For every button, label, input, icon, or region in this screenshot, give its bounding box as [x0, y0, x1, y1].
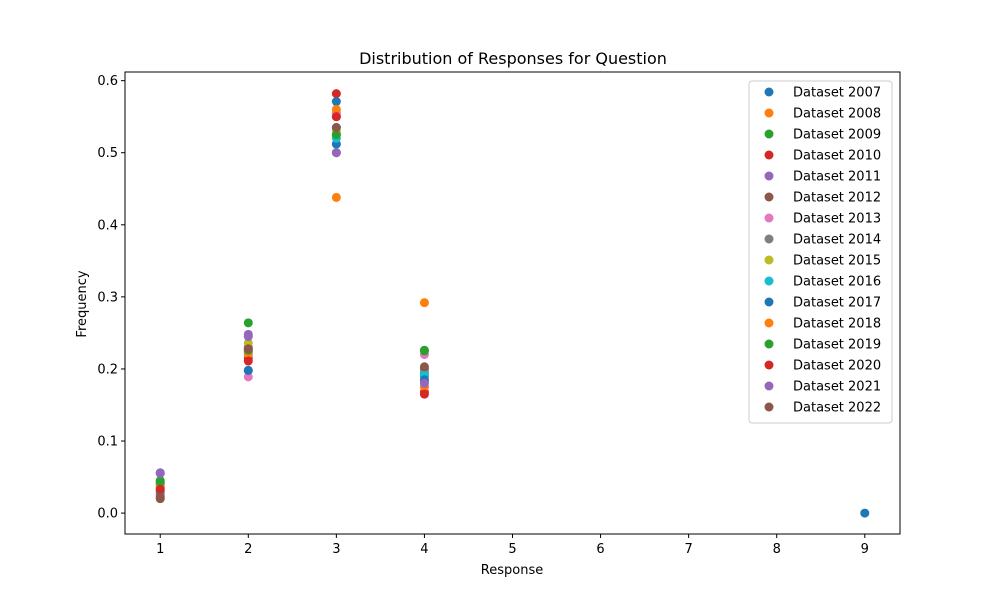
legend-label: Dataset 2021: [793, 380, 881, 395]
y-tick-label: 0.5: [97, 146, 118, 161]
series-dataset-2022: [155, 122, 429, 502]
legend-label: Dataset 2009: [793, 128, 881, 143]
legend-label: Dataset 2011: [793, 170, 881, 185]
x-tick-label: 2: [244, 542, 252, 557]
series-dataset-2016: [155, 133, 429, 488]
data-point: [155, 492, 165, 502]
legend: Dataset 2007 Dataset 2008 Dataset 2009 Data…: [748, 80, 893, 424]
data-point: [243, 344, 253, 354]
x-tick-label: 6: [596, 542, 604, 557]
legend-marker: [764, 108, 774, 118]
legend-label: Dataset 2008: [793, 107, 881, 122]
x-tick-label: 9: [861, 542, 869, 557]
legend-marker: [764, 192, 774, 202]
legend-marker: [764, 360, 774, 370]
data-point: [243, 318, 253, 328]
legend-marker: [764, 129, 774, 139]
y-axis-label: Frequency: [75, 270, 90, 337]
data-point: [331, 97, 341, 107]
legend-marker: [764, 171, 774, 181]
data-point: [331, 104, 341, 114]
data-point: [155, 484, 165, 494]
series-dataset-2017: [155, 97, 429, 495]
x-tick-label: 1: [156, 542, 164, 557]
legend-marker: [764, 318, 774, 328]
legend-marker: [764, 150, 774, 160]
legend-label: Dataset 2016: [793, 275, 881, 290]
y-tick-label: 0.0: [97, 507, 118, 522]
series-dataset-2009: [155, 130, 429, 486]
series-dataset-2015: [155, 126, 429, 491]
data-point: [243, 356, 253, 366]
plot-area: [155, 89, 870, 518]
y-tick-label: 0.2: [97, 362, 118, 377]
x-tick-label: 3: [332, 542, 340, 557]
data-point: [419, 378, 429, 388]
x-tick-label: 8: [773, 542, 781, 557]
series-dataset-2010: [155, 89, 429, 493]
data-point: [331, 130, 341, 140]
legend-label: Dataset 2018: [793, 317, 881, 332]
data-point: [243, 365, 253, 375]
series-dataset-2014: [155, 122, 429, 498]
legend-marker: [764, 213, 774, 223]
y-axis: 0.0 0.1 0.2 0.3 0.4 0.5 0.6: [97, 74, 125, 522]
series-dataset-2013: [155, 108, 429, 496]
x-axis: 1 2 3 4 5 6 7 8 9: [156, 534, 869, 557]
y-tick-label: 0.6: [97, 74, 118, 89]
data-point: [419, 362, 429, 372]
data-point: [419, 389, 429, 399]
legend-marker: [764, 402, 774, 412]
legend-label: Dataset 2012: [793, 191, 881, 206]
x-tick-label: 4: [420, 542, 428, 557]
series-dataset-2020: [155, 112, 429, 494]
data-point: [419, 298, 429, 308]
data-point: [155, 477, 165, 487]
data-point: [243, 332, 253, 342]
data-point: [860, 508, 870, 518]
series-dataset-2011: [155, 148, 429, 478]
legend-label: Dataset 2007: [793, 86, 881, 101]
series-dataset-2012: [155, 112, 429, 504]
x-tick-label: 7: [684, 542, 692, 557]
data-point: [243, 372, 253, 382]
legend-marker: [764, 234, 774, 244]
series-dataset-2019: [155, 130, 429, 487]
data-point: [419, 346, 429, 356]
legend-marker: [764, 87, 774, 97]
series-dataset-2021: [155, 148, 429, 478]
legend-label: Dataset 2014: [793, 233, 881, 248]
legend-label: Dataset 2022: [793, 401, 881, 416]
legend-box: [748, 80, 893, 424]
legend-marker: [764, 255, 774, 265]
data-point: [155, 468, 165, 478]
legend-label: Dataset 2013: [793, 212, 881, 227]
legend-label: Dataset 2017: [793, 296, 881, 311]
series-dataset-2018: [155, 104, 429, 491]
data-point: [331, 122, 341, 132]
legend-label: Dataset 2010: [793, 149, 881, 164]
y-tick-label: 0.1: [97, 435, 118, 450]
legend-marker: [764, 381, 774, 391]
data-point: [331, 89, 341, 99]
legend-marker: [764, 297, 774, 307]
legend-label: Dataset 2015: [793, 254, 881, 269]
x-axis-label: Response: [481, 563, 543, 578]
chart-title: Distribution of Responses for Question: [359, 49, 667, 68]
data-point: [331, 148, 341, 158]
legend-label: Dataset 2019: [793, 338, 881, 353]
data-point: [331, 112, 341, 122]
legend-label: Dataset 2020: [793, 359, 881, 374]
series-dataset-2008: [155, 192, 429, 500]
legend-marker: [764, 276, 774, 286]
x-tick-label: 5: [508, 542, 516, 557]
data-point: [331, 192, 341, 202]
legend-marker: [764, 339, 774, 349]
y-tick-label: 0.4: [97, 218, 118, 233]
y-tick-label: 0.3: [97, 290, 118, 305]
